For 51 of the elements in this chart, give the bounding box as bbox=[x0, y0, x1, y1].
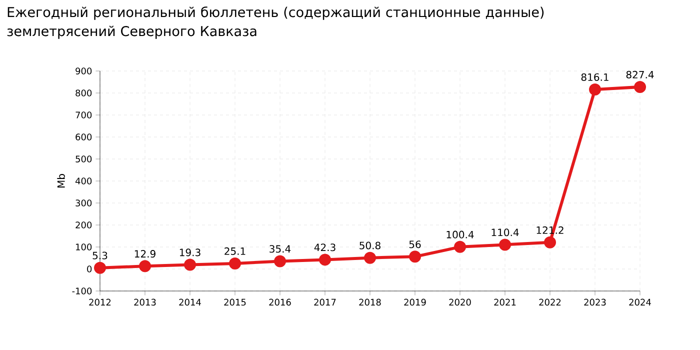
data-label: 19.3 bbox=[180, 248, 200, 256]
chart-title: Ежегодный региональный бюллетень (содержащий станционные данные) землетрясений Северного Кавказа bbox=[7, 6, 544, 39]
x-tick-label: 2014 bbox=[179, 298, 201, 306]
data-label: 827.4 bbox=[626, 70, 654, 78]
x-tick-label: 2019 bbox=[404, 298, 426, 306]
data-label: 816.1 bbox=[581, 73, 608, 81]
y-tick-label: -100 bbox=[72, 288, 92, 294]
data-label: 35.4 bbox=[270, 245, 291, 253]
y-tick-label: 500 bbox=[76, 156, 92, 162]
data-label: 50.8 bbox=[360, 242, 380, 250]
x-tick-label: 2022 bbox=[539, 298, 561, 306]
x-tick-label: 2013 bbox=[134, 298, 156, 306]
y-tick-label: 600 bbox=[76, 134, 92, 140]
point bbox=[319, 254, 332, 266]
x-tick-label: 2020 bbox=[449, 298, 471, 306]
y-tick-label: 900 bbox=[76, 68, 92, 74]
y-tick-label: 400 bbox=[75, 178, 92, 184]
y-tick-label: 700 bbox=[76, 112, 92, 118]
point bbox=[229, 257, 241, 270]
x-tick-label: 2024 bbox=[629, 298, 651, 306]
x-tick-label: 2015 bbox=[224, 298, 246, 306]
x-tick-label: 2017 bbox=[314, 298, 336, 306]
point bbox=[589, 83, 602, 96]
y-tick-label: 300 bbox=[76, 200, 92, 206]
y-tick-label: 100 bbox=[76, 244, 92, 250]
data-label: 100.4 bbox=[446, 230, 474, 238]
y-tick-label: 0 bbox=[87, 266, 92, 272]
y-axis-title: Mb bbox=[57, 174, 65, 188]
data-label: 110.4 bbox=[492, 228, 519, 236]
data-label: 12.9 bbox=[134, 250, 156, 258]
point bbox=[634, 80, 646, 93]
y-tick-label: 200 bbox=[76, 222, 92, 228]
data-label: 25.1 bbox=[224, 247, 246, 255]
point bbox=[184, 258, 196, 271]
point bbox=[409, 250, 422, 263]
point bbox=[544, 236, 556, 248]
point bbox=[499, 238, 512, 251]
point bbox=[94, 262, 106, 274]
x-tick-label: 2012 bbox=[89, 298, 111, 306]
x-tick-label: 2023 bbox=[584, 298, 606, 306]
y-tick-label: 800 bbox=[76, 90, 92, 96]
point bbox=[139, 260, 151, 272]
data-label: 42.3 bbox=[314, 244, 336, 252]
data-label: 56 bbox=[409, 240, 421, 248]
point bbox=[364, 252, 376, 264]
x-tick-label: 2018 bbox=[359, 298, 381, 306]
point bbox=[274, 255, 286, 268]
x-tick-label: 2016 bbox=[269, 298, 291, 306]
data-label: 5.3 bbox=[92, 252, 108, 260]
point bbox=[454, 240, 466, 253]
x-tick-label: 2021 bbox=[494, 298, 516, 306]
